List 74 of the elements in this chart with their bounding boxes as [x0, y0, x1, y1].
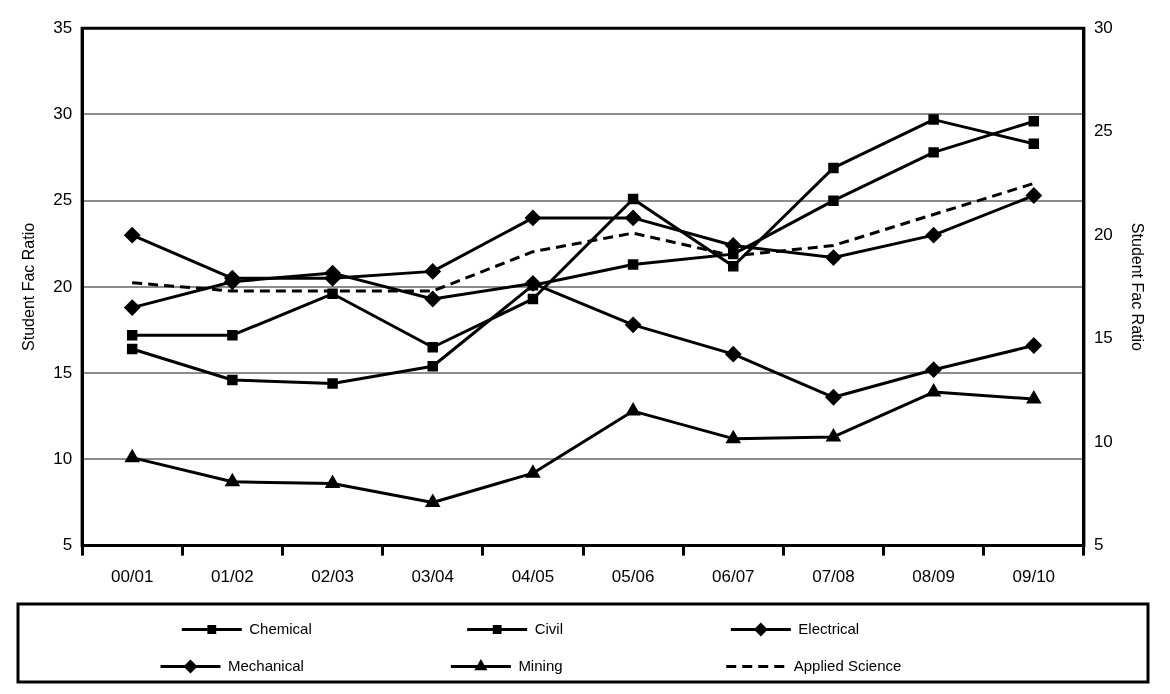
point [728, 248, 739, 260]
legend-label: Mining [518, 656, 705, 674]
x-tick-label: 03/04 [411, 567, 455, 587]
point [825, 389, 842, 406]
point [325, 475, 340, 489]
x-tick-label: 01/02 [211, 567, 254, 587]
point [828, 162, 839, 174]
legend-label: Applied Science [793, 656, 1006, 674]
y2-tick-label: 5 [1093, 535, 1104, 555]
point [424, 263, 441, 280]
point [125, 449, 140, 463]
y-tick-label: 10 [53, 449, 73, 469]
point [527, 293, 539, 305]
point [626, 403, 641, 416]
y2-tick-label: 15 [1093, 328, 1113, 348]
y-tick-label: 35 [53, 17, 73, 37]
point [926, 384, 941, 397]
point [525, 465, 540, 478]
point [1025, 187, 1042, 204]
point [625, 316, 642, 333]
point [1028, 138, 1040, 149]
point [928, 147, 939, 158]
y2-axis-title: Student Fac Ratio [1128, 222, 1146, 352]
legend-label: Civil [534, 619, 709, 637]
point [1026, 391, 1041, 404]
point [126, 343, 138, 355]
y-tick-label: 20 [53, 276, 73, 296]
point [227, 374, 238, 386]
y-tick-label: 30 [53, 104, 73, 124]
point [928, 114, 939, 125]
point [126, 329, 138, 341]
x-tick-label: 00/01 [110, 567, 154, 587]
legend-label: Mechanical [227, 656, 429, 674]
point [728, 260, 739, 272]
point [425, 494, 440, 507]
y2-tick-label: 10 [1093, 431, 1113, 451]
legend-label: Chemical [249, 619, 446, 637]
point [725, 346, 742, 363]
y-tick-label: 15 [53, 362, 73, 382]
x-tick-label: 05/06 [611, 567, 655, 587]
legend-label: Electrical [798, 619, 985, 637]
point [327, 378, 338, 389]
point [1025, 337, 1042, 354]
y2-tick-label: 30 [1093, 17, 1113, 37]
point [828, 195, 839, 206]
point [524, 209, 541, 226]
y-tick-label: 25 [53, 190, 73, 210]
y-axis-title: Student Fac Ratio [20, 222, 38, 351]
x-tick-label: 08/09 [912, 567, 955, 587]
point [625, 209, 642, 226]
point [826, 428, 841, 442]
y2-tick-label: 20 [1093, 224, 1113, 244]
point [124, 227, 141, 244]
point [427, 342, 438, 353]
point [627, 193, 639, 205]
y-tick-label: 5 [62, 535, 73, 555]
point [726, 430, 741, 444]
x-tick-label: 04/05 [511, 567, 555, 587]
point [825, 249, 842, 266]
point [227, 329, 238, 341]
point [124, 299, 141, 316]
point [327, 288, 338, 300]
point [424, 290, 441, 307]
point [925, 227, 942, 244]
point [627, 259, 639, 270]
x-tick-label: 09/10 [1012, 567, 1056, 587]
x-tick-label: 07/08 [812, 567, 855, 587]
x-tick-label: 06/07 [711, 567, 755, 587]
point [1028, 116, 1040, 127]
x-tick-label: 02/03 [311, 567, 354, 587]
y2-tick-label: 25 [1093, 121, 1113, 141]
point [427, 360, 438, 372]
point [225, 473, 240, 487]
point [925, 361, 942, 378]
